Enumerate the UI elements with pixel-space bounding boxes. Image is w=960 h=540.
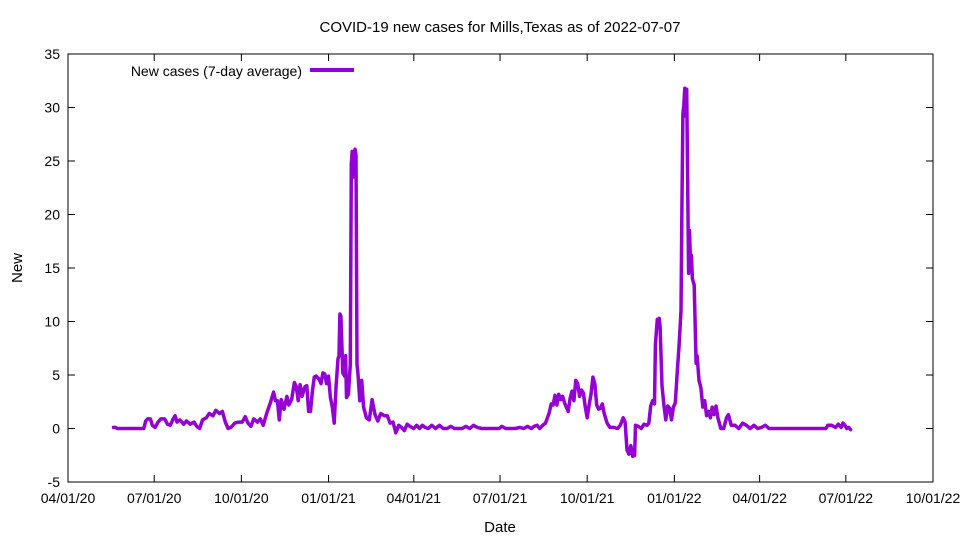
plot-frame [67,53,934,483]
y-tick-label: -5 [48,474,61,490]
x-tick-label: 01/01/21 [301,490,356,506]
x-tick-label: 04/01/22 [732,490,787,506]
legend-entry-label: New cases (7-day average) [131,63,302,79]
y-axis-label: New [9,253,26,283]
x-tick-label: 07/01/21 [473,490,528,506]
chart-title: COVID-19 new cases for Mills,Texas as of… [320,19,681,36]
x-tick-label: 07/01/22 [819,490,874,506]
y-tick-label: 20 [44,207,60,223]
x-tick-label: 07/01/20 [127,490,182,506]
y-tick-label: 30 [44,100,60,116]
y-tick-label: 25 [44,153,60,169]
plot-area: -5 0 5 10 15 20 25 30 35 04/01/20 07/01/20 10/01/20… [41,46,960,506]
x-tick-label: 04/01/20 [41,490,96,506]
x-axis-label: Date [484,519,516,536]
y-tick-label: 35 [44,46,60,62]
x-tick-label: 10/01/21 [560,490,615,506]
x-tick-label: 10/01/22 [906,490,960,506]
y-tick-label: 10 [44,314,60,330]
x-tick-label: 04/01/21 [387,490,442,506]
y-tick-label: 15 [44,260,60,276]
series-line-1 [111,86,853,459]
x-tick-label: 10/01/20 [214,490,269,506]
legend: New cases (7-day average) [131,63,354,79]
x-tick-label: 01/01/22 [647,490,702,506]
y-tick-label: 5 [52,367,60,383]
y-tick-label: 0 [52,421,60,437]
